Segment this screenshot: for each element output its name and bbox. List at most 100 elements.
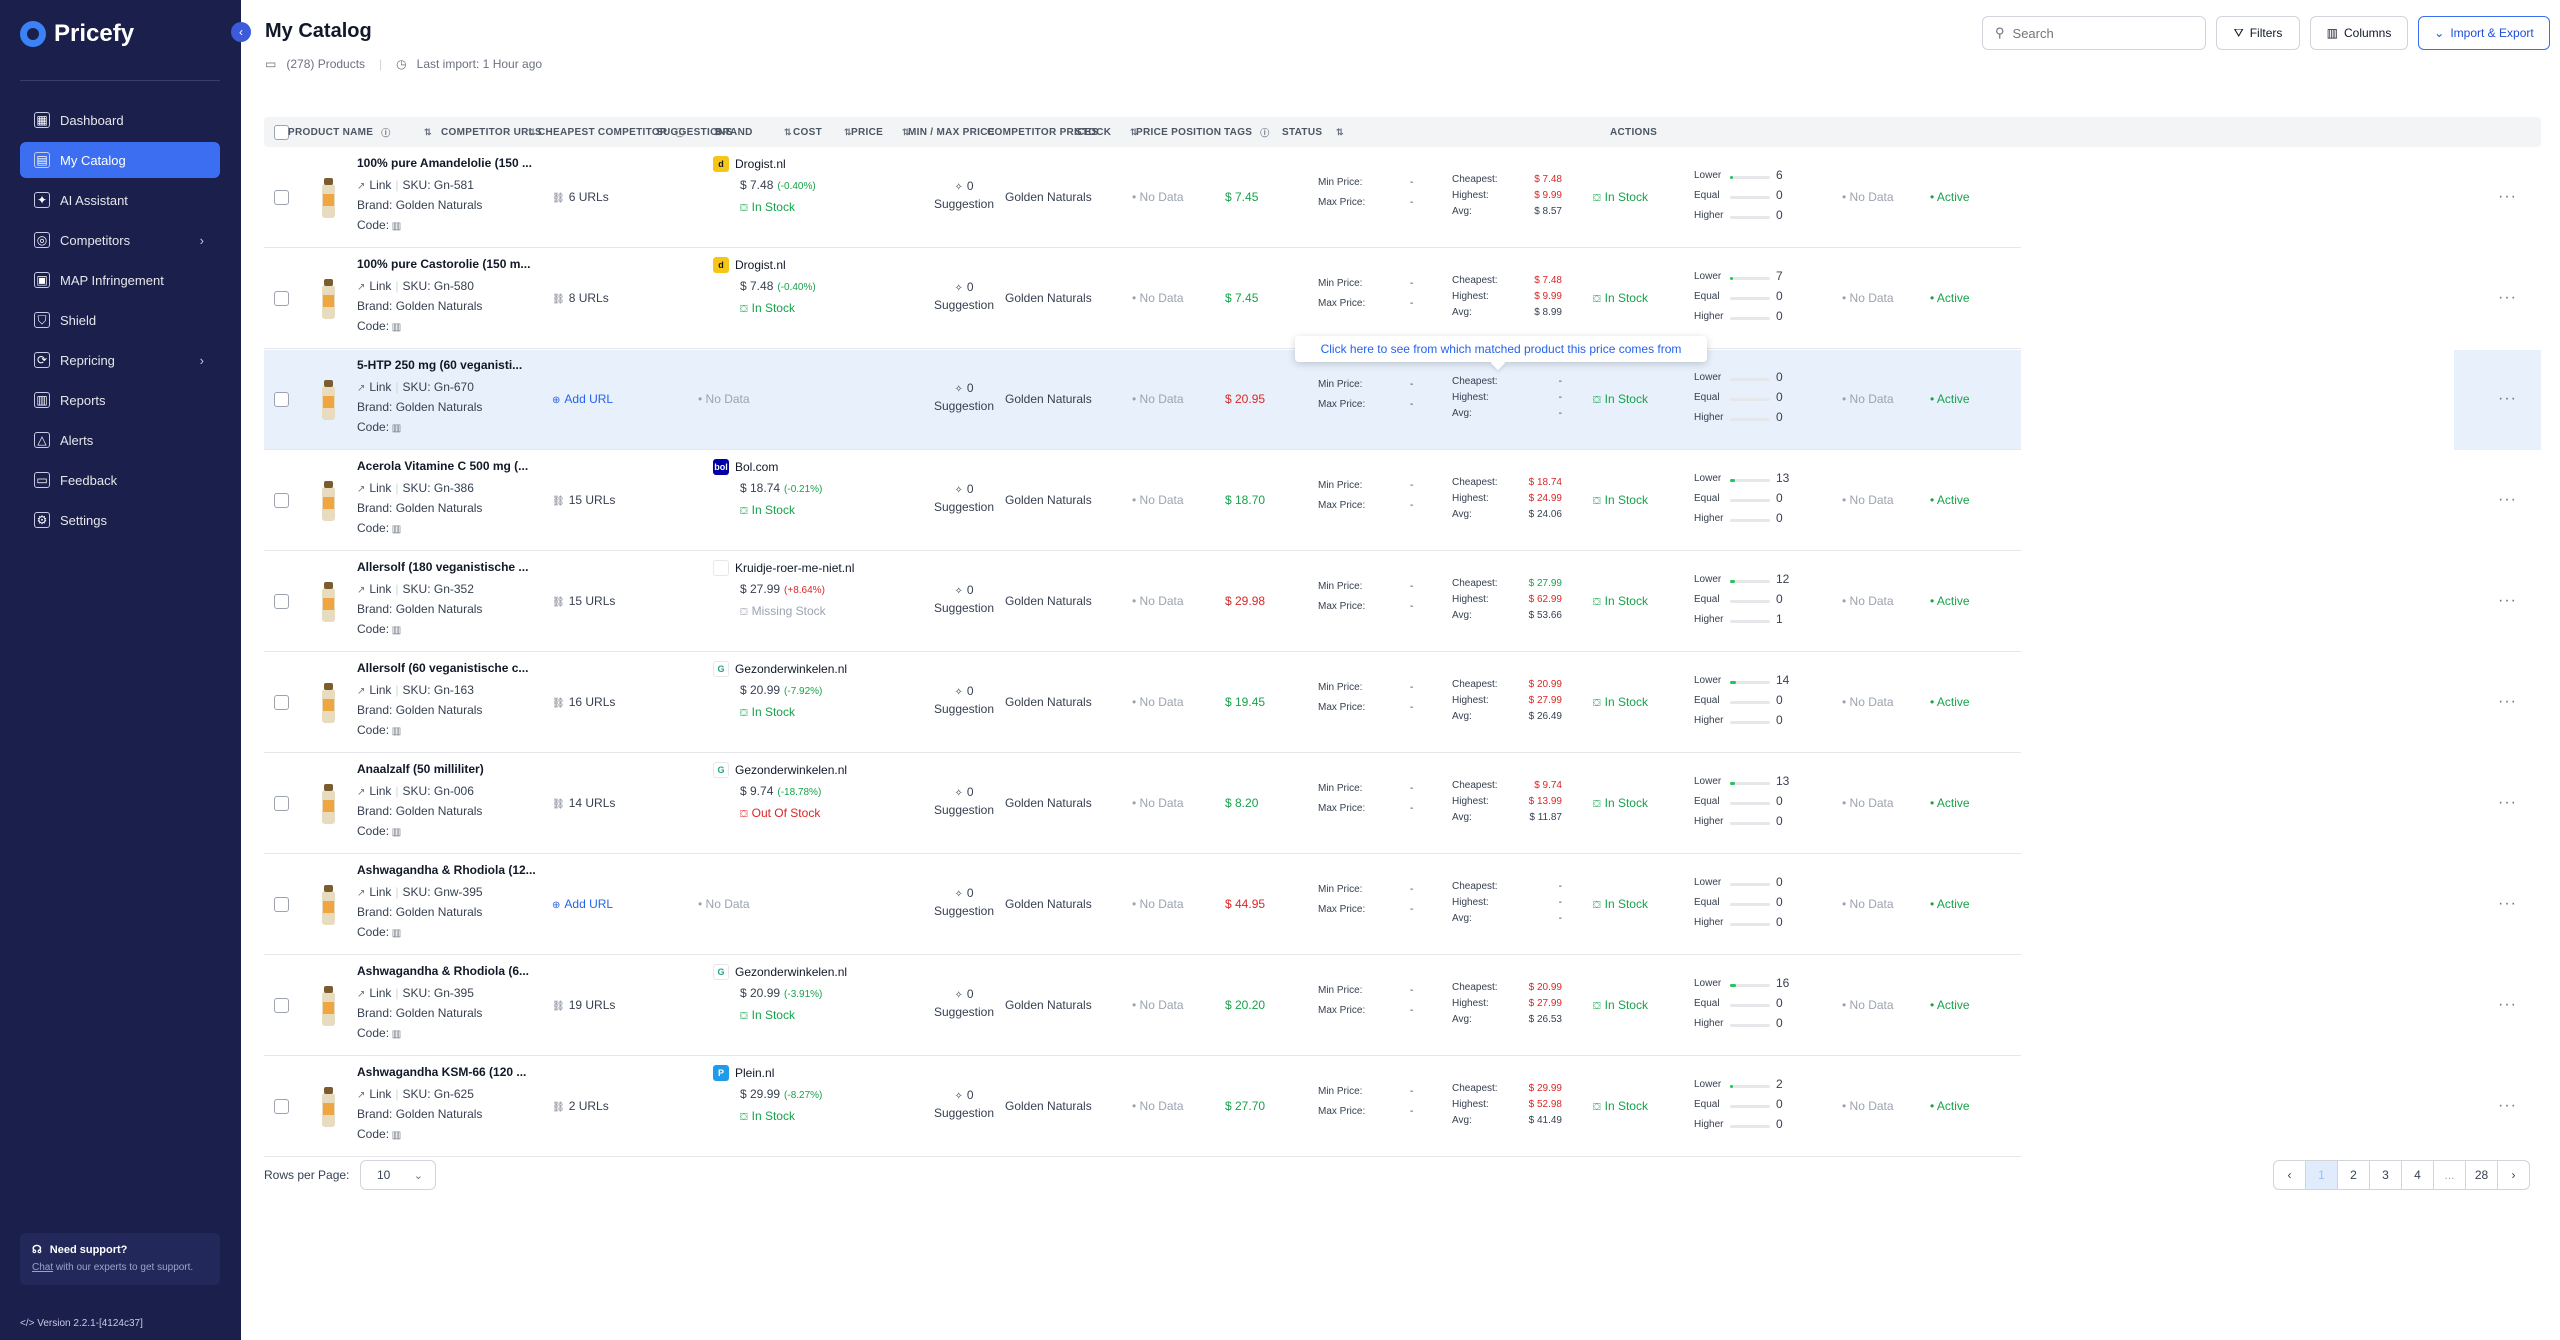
table-row[interactable]: Ashwagandha & Rhodiola (12... ↗ Link | SKU: … (264, 855, 2516, 955)
sort-icon[interactable]: ⇅ (844, 126, 852, 137)
competitor-price-value[interactable]: - (1558, 881, 1562, 892)
sidebar-item-map-infringement[interactable]: ▣ MAP Infringement (20, 262, 220, 298)
next-page-button[interactable]: › (2497, 1160, 2530, 1190)
more-actions-icon[interactable]: ··· (2498, 289, 2517, 306)
page-button-4[interactable]: 4 (2401, 1160, 2434, 1190)
product-link[interactable]: Link (369, 1087, 392, 1101)
sidebar-item-settings[interactable]: ⚙ Settings (20, 502, 220, 538)
sort-icon[interactable]: ⇅ (424, 126, 432, 137)
column-header-status[interactable]: STATUS (1282, 117, 1322, 147)
more-actions-icon[interactable]: ··· (2498, 996, 2517, 1013)
status[interactable]: • Active (1930, 796, 1970, 810)
page-button-2[interactable]: 2 (2337, 1160, 2370, 1190)
competitor-price-value[interactable]: - (1558, 392, 1562, 403)
min-max-value[interactable]: - (1410, 581, 1414, 592)
page-button-28[interactable]: 28 (2465, 1160, 2498, 1190)
barcode-icon[interactable]: ▥ (389, 625, 402, 636)
status[interactable]: • Active (1930, 291, 1970, 305)
cheapest-competitor[interactable]: d Drogist.nl (713, 257, 786, 273)
min-max-value[interactable]: - (1410, 399, 1414, 410)
page-button-1[interactable]: 1 (2305, 1160, 2338, 1190)
barcode-icon[interactable]: ▥ (389, 827, 402, 838)
price[interactable]: $ 8.20 (1225, 796, 1259, 810)
status[interactable]: • Active (1930, 998, 1970, 1012)
product-name[interactable]: Acerola Vitamine C 500 mg (... (357, 459, 529, 473)
competitor-price-value[interactable]: $ 8.99 (1534, 307, 1562, 318)
suggestions[interactable]: ✧ 0 Suggestion (924, 683, 1004, 718)
competitor-price-value[interactable]: $ 27.99 (1528, 578, 1562, 589)
min-max-value[interactable]: - (1410, 177, 1414, 188)
min-max-value[interactable]: - (1410, 904, 1414, 915)
min-max-value[interactable]: - (1410, 500, 1414, 511)
competitor-price-value[interactable]: $ 20.99 (1528, 679, 1562, 690)
barcode-icon[interactable]: ▥ (389, 726, 402, 737)
product-link[interactable]: Link (369, 885, 392, 899)
collapse-sidebar-button[interactable]: ‹ (231, 22, 251, 42)
table-row[interactable]: 5-HTP 250 mg (60 veganisti... ↗ Link | SKU: … (264, 350, 2516, 450)
cheapest-competitor[interactable]: G Gezonderwinkelen.nl (713, 661, 847, 677)
min-max-value[interactable]: - (1410, 682, 1414, 693)
barcode-icon[interactable]: ▥ (389, 1130, 402, 1141)
suggestions[interactable]: ✧ 0 Suggestion (924, 481, 1004, 516)
competitor-urls[interactable]: ⊕ Add URL (552, 897, 613, 911)
competitor-price-value[interactable]: $ 27.99 (1528, 695, 1562, 706)
competitor-price-value[interactable]: $ 41.49 (1528, 1115, 1562, 1126)
competitor-price-value[interactable]: $ 27.99 (1528, 998, 1562, 1009)
tags[interactable]: • No Data (1842, 392, 1894, 406)
product-name[interactable]: 100% pure Amandelolie (150 ... (357, 156, 532, 170)
status[interactable]: • Active (1930, 190, 1970, 204)
min-max-value[interactable]: - (1410, 1086, 1414, 1097)
competitor-price-value[interactable]: - (1558, 376, 1562, 387)
tags[interactable]: • No Data (1842, 190, 1894, 204)
more-actions-icon[interactable]: ··· (2498, 895, 2517, 912)
column-header-cost[interactable]: COST (793, 117, 822, 147)
column-header-competitor-urls[interactable]: COMPETITOR URLS (441, 117, 542, 147)
logo[interactable]: Pricefy (20, 20, 134, 48)
rows-per-page-select[interactable]: 10 ⌄ (360, 1160, 436, 1190)
sort-icon[interactable]: ⇅ (1130, 126, 1138, 137)
competitor-urls[interactable]: ⛓ 6 URLs (552, 190, 609, 204)
price[interactable]: $ 20.95 (1225, 392, 1266, 406)
min-max-value[interactable]: - (1410, 803, 1414, 814)
competitor-price-value[interactable]: $ 18.74 (1528, 477, 1562, 488)
sort-icon[interactable]: ⇅ (784, 126, 792, 137)
competitor-price-value[interactable]: $ 7.48 (1534, 275, 1562, 286)
column-header-suggestions[interactable]: SUGGESTIONS (656, 117, 733, 147)
min-max-value[interactable]: - (1410, 298, 1414, 309)
competitor-price-value[interactable]: $ 52.98 (1528, 1099, 1562, 1110)
barcode-icon[interactable]: ▥ (389, 928, 402, 939)
column-header-product-name[interactable]: PRODUCT NAME ⓘ (288, 117, 391, 147)
status[interactable]: • Active (1930, 392, 1970, 406)
min-max-value[interactable]: - (1410, 601, 1414, 612)
competitor-urls[interactable]: ⛓ 2 URLs (552, 1099, 609, 1113)
competitor-price-value[interactable]: $ 62.99 (1528, 594, 1562, 605)
status[interactable]: • Active (1930, 594, 1970, 608)
price[interactable]: $ 29.98 (1225, 594, 1266, 608)
tags[interactable]: • No Data (1842, 695, 1894, 709)
min-max-value[interactable]: - (1410, 197, 1414, 208)
product-link[interactable]: Link (369, 683, 392, 697)
price[interactable]: $ 19.45 (1225, 695, 1266, 709)
more-actions-icon[interactable]: ··· (2498, 390, 2517, 407)
page-button-3[interactable]: 3 (2369, 1160, 2402, 1190)
competitor-price-value[interactable]: $ 24.99 (1528, 493, 1562, 504)
competitor-urls[interactable]: ⊕ Add URL (552, 392, 613, 406)
row-checkbox[interactable] (274, 998, 289, 1013)
select-all-checkbox[interactable] (274, 124, 289, 140)
cheapest-competitor[interactable]: G Gezonderwinkelen.nl (713, 762, 847, 778)
more-actions-icon[interactable]: ··· (2498, 592, 2517, 609)
competitor-urls[interactable]: ⛓ 19 URLs (552, 998, 615, 1012)
sidebar-item-feedback[interactable]: ▭ Feedback (20, 462, 220, 498)
row-checkbox[interactable] (274, 796, 289, 811)
price[interactable]: $ 20.20 (1225, 998, 1266, 1012)
competitor-price-value[interactable]: $ 20.99 (1528, 982, 1562, 993)
price[interactable]: $ 7.45 (1225, 291, 1259, 305)
sidebar-item-ai-assistant[interactable]: ✦ AI Assistant (20, 182, 220, 218)
competitor-urls[interactable]: ⛓ 15 URLs (552, 594, 615, 608)
sidebar-item-my-catalog[interactable]: ▤ My Catalog (20, 142, 220, 178)
competitor-price-value[interactable]: $ 24.06 (1528, 509, 1562, 520)
competitor-price-value[interactable]: $ 26.49 (1528, 711, 1562, 722)
column-header-stock[interactable]: STOCK (1075, 117, 1111, 147)
competitor-price-value[interactable]: $ 9.74 (1534, 780, 1562, 791)
price[interactable]: $ 44.95 (1225, 897, 1266, 911)
